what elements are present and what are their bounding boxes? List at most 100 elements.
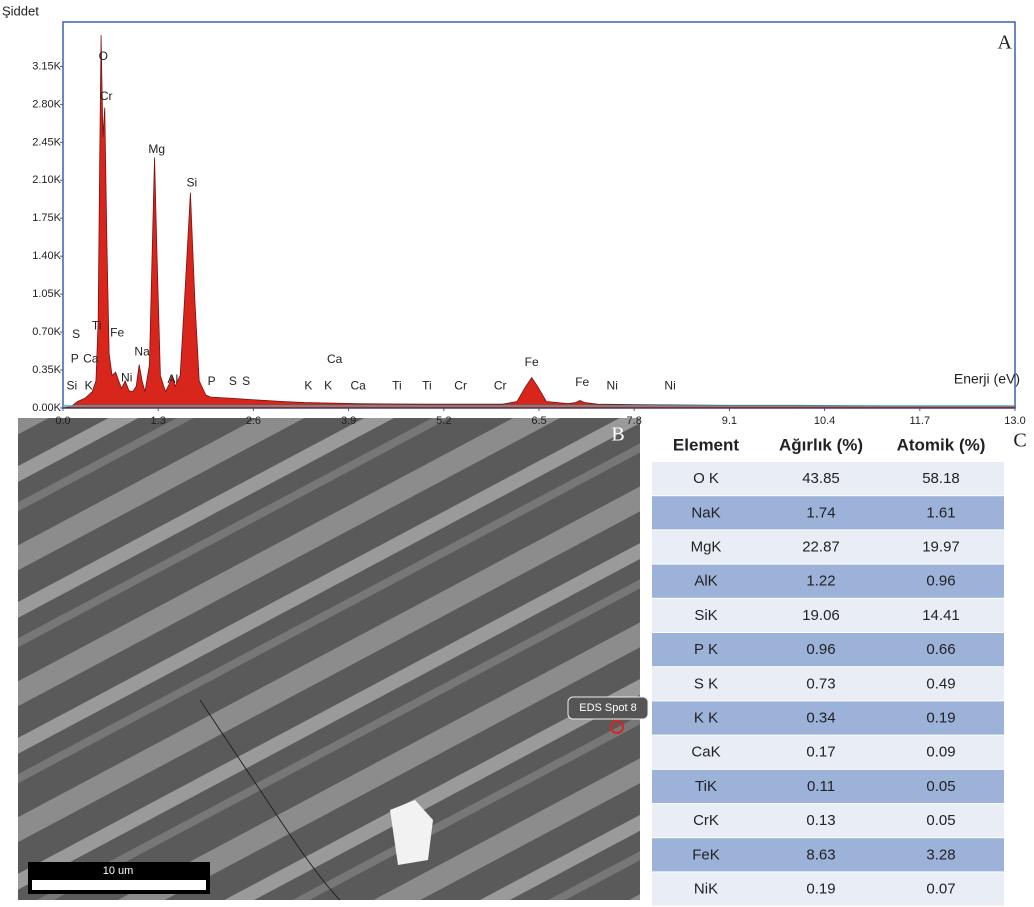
y-tick-label: 0.70K [32, 326, 61, 338]
peak-label: Fe [525, 355, 539, 369]
peak-label: Ti [422, 378, 432, 392]
table-cell: 0.09 [926, 744, 955, 761]
y-tick-label: 1.40K [32, 250, 61, 262]
peak-label: Cr [100, 89, 113, 103]
table-row [652, 838, 1004, 872]
table-cell: 43.85 [802, 470, 840, 487]
x-axis-label: Enerji (eV) [954, 371, 1020, 387]
table-cell: FeK [692, 846, 720, 863]
sem-image [18, 418, 649, 901]
column-header: Ağırlık (%) [779, 435, 863, 454]
peak-label: Ca [350, 378, 366, 392]
x-tick-label: 7.8 [627, 415, 642, 427]
table-cell: SiK [694, 607, 717, 624]
peak-label: Fe [110, 325, 124, 339]
spot-marker [610, 720, 624, 734]
peak-label: P [71, 351, 79, 365]
column-header: Element [673, 435, 739, 454]
x-tick-label: 2.6 [246, 415, 261, 427]
peak-label: K [304, 378, 312, 392]
table-cell: 1.22 [806, 573, 835, 590]
peak-label: Si [187, 176, 198, 190]
table-cell: 0.34 [806, 709, 835, 726]
table-cell: AlK [694, 573, 717, 590]
peak-label: S [229, 374, 237, 388]
peak-label: Na [134, 344, 150, 358]
x-tick-label: 10.4 [814, 415, 835, 427]
table-cell: O K [693, 470, 719, 487]
table-cell: 0.13 [806, 812, 835, 829]
x-tick-label: 1.3 [151, 415, 166, 427]
column-header: Atomik (%) [897, 435, 986, 454]
scale-bar [32, 880, 206, 890]
table-row [652, 598, 1004, 632]
table-cell: 58.18 [922, 470, 960, 487]
peak-label: Ti [92, 318, 102, 332]
y-tick-label: 0.35K [32, 364, 61, 376]
peak-label: O [99, 49, 108, 63]
table-cell: K K [694, 709, 718, 726]
table-cell: 0.05 [926, 778, 955, 795]
x-tick-label: 6.5 [531, 415, 546, 427]
table-cell: 0.73 [806, 675, 835, 692]
peak-label: K [324, 378, 332, 392]
table-row [652, 564, 1004, 598]
scale-label: 10 um [103, 865, 134, 877]
y-tick-label: 1.05K [32, 288, 61, 300]
peak-label: Ni [121, 370, 132, 384]
table-cell: 0.11 [807, 778, 835, 795]
table-cell: 0.19 [806, 880, 835, 897]
table-cell: NiK [694, 880, 718, 897]
table-row [652, 496, 1004, 530]
table-cell: 0.19 [926, 709, 955, 726]
table-row [652, 633, 1004, 667]
table-cell: 3.28 [926, 846, 955, 863]
peak-label: Ti [392, 378, 402, 392]
table-row [652, 872, 1004, 906]
peak-label: Ca [83, 351, 99, 365]
x-tick-label: 13.0 [1004, 415, 1025, 427]
peak-label: Mg [148, 142, 165, 156]
table-cell: 0.66 [926, 641, 955, 658]
crack [199, 699, 341, 901]
table-cell: 0.17 [806, 744, 835, 761]
table-cell: 0.96 [806, 641, 835, 658]
table-cell: TiK [695, 778, 717, 795]
y-tick-label: 3.15K [32, 60, 61, 72]
x-tick-label: 11.7 [910, 415, 931, 427]
table-row [652, 667, 1004, 701]
peak-label: P [208, 374, 216, 388]
table-cell: 0.05 [926, 812, 955, 829]
panel-label: C [1013, 430, 1026, 452]
x-tick-label: 0.0 [55, 415, 70, 427]
bright-particle [390, 800, 433, 865]
peak-label: S [242, 374, 250, 388]
table-cell: P K [694, 641, 718, 658]
plot-frame [62, 21, 1016, 409]
peak-label: Cr [454, 378, 467, 392]
spot-label: EDS Spot 8 [579, 702, 636, 714]
peak-label: Fe [575, 375, 589, 389]
peak-label: K [85, 378, 93, 392]
peak-label: Ni [607, 378, 618, 392]
x-tick-label: 3.9 [341, 415, 356, 427]
y-tick-label: 2.10K [32, 174, 61, 186]
table-row [652, 735, 1004, 769]
spectrum [62, 35, 1016, 409]
table-cell: 19.97 [922, 538, 960, 555]
table-cell: S K [694, 675, 718, 692]
table-cell: 1.61 [926, 504, 955, 521]
table-cell: 0.49 [926, 675, 955, 692]
y-tick-label: 1.75K [32, 212, 61, 224]
x-tick-label: 9.1 [722, 415, 737, 427]
micrograph [18, 418, 640, 900]
spot-box [567, 696, 649, 720]
x-tick-label: 5.2 [436, 415, 451, 427]
table-cell: 0.96 [926, 573, 955, 590]
table-cell: 14.41 [922, 607, 960, 624]
table-cell: 0.07 [926, 880, 955, 897]
table-cell: CaK [691, 744, 720, 761]
table-cell: 19.06 [802, 607, 840, 624]
peak-label: S [72, 327, 80, 341]
